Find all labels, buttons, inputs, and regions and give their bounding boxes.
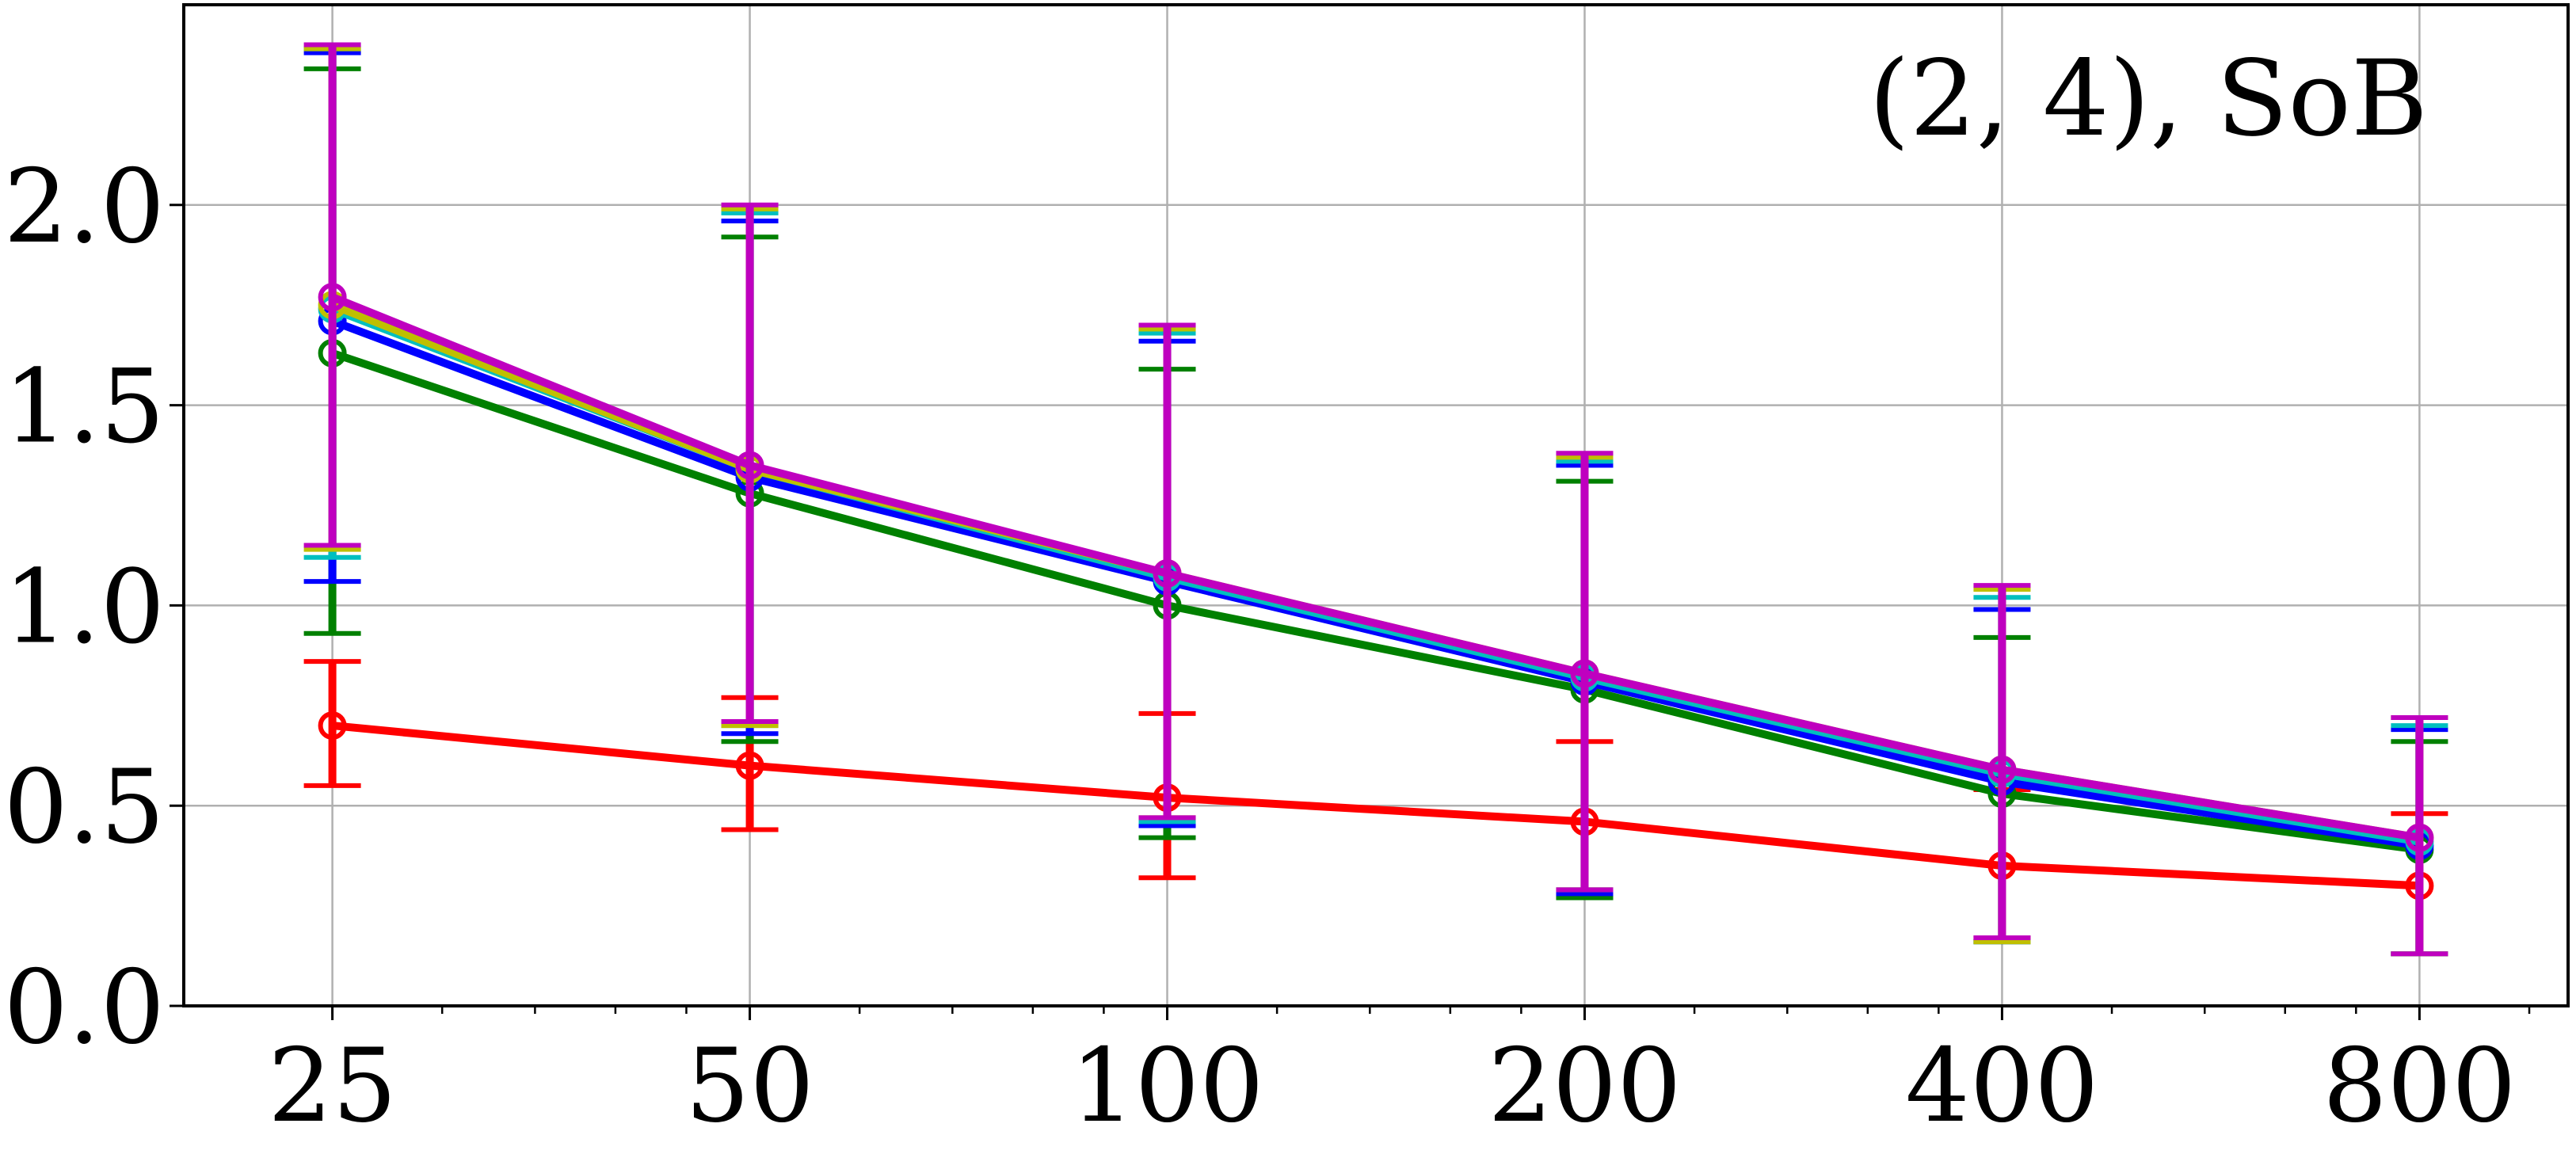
series-layer — [303, 42, 2448, 957]
series-line — [330, 293, 2421, 842]
series-line — [332, 722, 2420, 890]
data-point — [735, 451, 764, 480]
data-point — [2405, 823, 2434, 852]
series-line — [331, 349, 2421, 854]
y-tick-label: 0.0 — [3, 949, 165, 1067]
series-2 — [303, 50, 2448, 957]
series-line — [330, 305, 2421, 846]
data-point — [318, 711, 347, 741]
tick-layer: 25 50 100 200 400 800 0.0 0.5 1.0 1.5 2.0 — [3, 148, 2516, 1145]
plot-frame — [182, 3, 2570, 1007]
series-3 — [303, 46, 2448, 957]
y-tick-label: 1.5 — [3, 348, 165, 467]
y-tick-label: 0.5 — [3, 748, 165, 866]
data-point — [1153, 558, 1182, 588]
data-point — [1570, 659, 1599, 688]
data-point — [735, 751, 764, 780]
series-5 — [303, 42, 2448, 957]
y-tick-label: 1.0 — [3, 548, 165, 666]
x-tick-label: 400 — [1905, 1027, 2098, 1145]
series-line — [330, 317, 2421, 850]
x-tick-label: 200 — [1488, 1027, 1681, 1145]
x-tick-label: 100 — [1070, 1027, 1263, 1145]
chart-annotation: (2, 4), SoB — [1869, 38, 2428, 160]
series-1 — [303, 66, 2448, 957]
x-tick-label: 25 — [268, 1027, 397, 1145]
x-tick-label: 800 — [2323, 1027, 2516, 1145]
data-point — [1987, 755, 2017, 784]
x-tick-label: 50 — [685, 1027, 814, 1145]
y-tick-label: 2.0 — [3, 148, 165, 266]
series-4 — [303, 46, 2448, 957]
data-point — [318, 283, 347, 312]
